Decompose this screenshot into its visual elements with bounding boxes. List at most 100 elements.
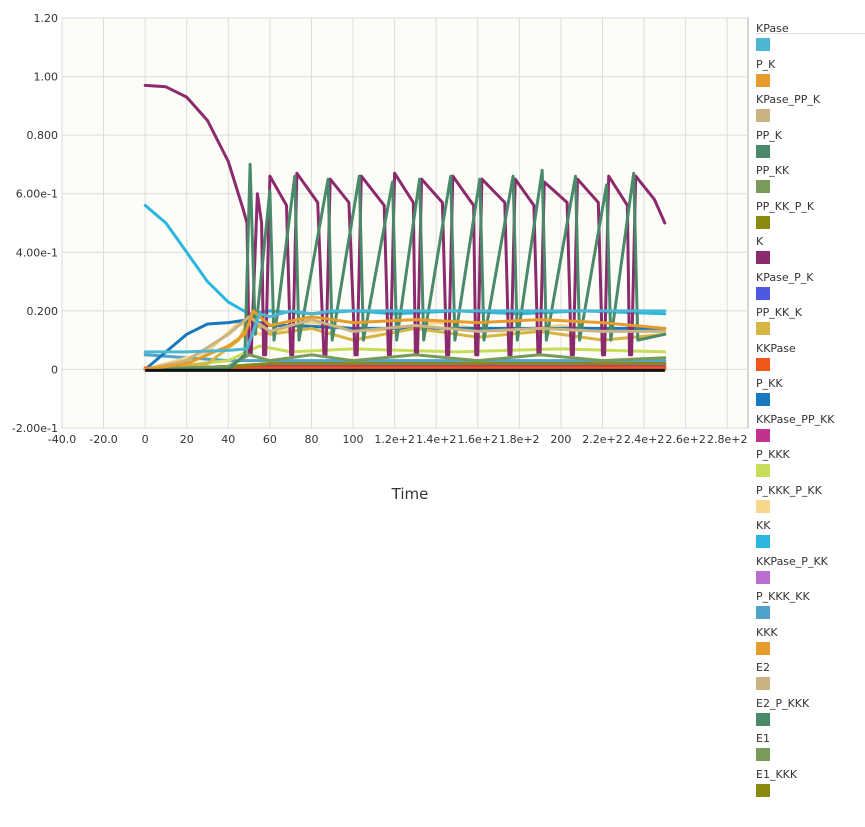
legend-swatch [756, 783, 770, 797]
legend: KPase P_K KPase_PP_K PP_K PP_KK PP_KK_P_K K KPa… [752, 0, 865, 827]
legend-label: KK [756, 519, 771, 532]
legend-label: E2 [756, 661, 770, 674]
y-tick-label: 0 [51, 363, 58, 376]
legend-swatch [756, 393, 770, 406]
legend-label: PP_KK [756, 164, 790, 177]
legend-label: E1 [756, 732, 770, 745]
legend-swatch [756, 109, 770, 122]
legend-label: KPase [756, 22, 789, 35]
legend-item-pp-k[interactable]: PP_K [756, 129, 782, 158]
legend-item-kkpase[interactable]: KKPase [756, 342, 796, 371]
legend-swatch [756, 464, 770, 477]
legend-item-pp-kk[interactable]: PP_KK [756, 164, 789, 193]
legend-swatch [756, 428, 770, 442]
legend-swatch [756, 712, 770, 726]
x-tick-label: 200 [550, 433, 571, 446]
legend-label: KKPase_PP_KK [756, 412, 835, 426]
legend-item-e1[interactable]: E1 [756, 732, 770, 761]
legend-item-kpase-p-k[interactable]: KPase_P_K [756, 271, 813, 300]
legend-item-kpase-pp-k[interactable]: KPase_PP_K [756, 93, 820, 122]
legend-label: P_KKK [756, 448, 790, 461]
y-tick-label: 4.00e-1 [16, 246, 58, 259]
legend-item-kpase[interactable]: KPase [756, 22, 789, 51]
x-axis-label: Time [391, 485, 429, 503]
legend-item-p-k[interactable]: P_K [756, 58, 775, 87]
legend-swatch [756, 144, 770, 158]
series-line-kpase [143, 309, 667, 354]
legend-label: PP_KK_P_K [756, 199, 815, 213]
line-chart: -40.0 -20.0 0 20 40 60 80 100 1.2e+2 1.4e+2 1.6e+2… [12, 12, 749, 503]
legend-item-e2[interactable]: E2 [756, 661, 770, 690]
legend-swatch [756, 38, 770, 51]
legend-item-pp-kk-p-k[interactable]: PP_KK_P_K [756, 200, 814, 229]
legend-swatch [756, 73, 770, 87]
legend-swatch [756, 606, 770, 619]
y-tick-label: 1.20 [34, 12, 59, 25]
legend-label: PP_K [756, 128, 782, 142]
x-tick-label: 1.6e+2 [458, 433, 498, 446]
series-line-kpase-pp-k [143, 315, 667, 371]
legend-swatch [756, 251, 770, 264]
legend-swatch [756, 286, 770, 300]
legend-divider [756, 33, 865, 34]
x-tick-label: 100 [343, 433, 364, 446]
legend-swatch [756, 570, 770, 584]
legend-label: E1_KKK [756, 767, 798, 781]
x-tick-label: 2.6e+2 [665, 433, 705, 446]
y-tick-label: 1.00 [34, 71, 59, 84]
x-tick-label: 2.4e+2 [624, 433, 664, 446]
legend-item-kk[interactable]: KK [756, 519, 770, 548]
x-tick-label: 1.4e+2 [416, 433, 456, 446]
legend-item-kkpase-p-kk[interactable]: KKPase_P_KK [756, 555, 828, 584]
legend-label: E2_P_KKK [756, 696, 810, 710]
legend-item-k[interactable]: K [756, 235, 770, 264]
legend-label: KPase_PP_K [756, 93, 821, 106]
series-layer [143, 83, 667, 372]
legend-swatch [756, 322, 770, 335]
y-axis-ticks: 1.20 1.00 0.800 6.00e-1 4.00e-1 0.200 0 -2.00e-… [12, 12, 58, 435]
series-line-p-kkk [143, 344, 667, 371]
x-tick-label: 1.8e+2 [499, 433, 539, 446]
x-tick-label: 2.8e+2 [707, 433, 747, 446]
legend-label: P_KKK_P_KK [756, 483, 822, 497]
x-tick-label: 80 [304, 433, 318, 446]
x-tick-label: 1.2e+2 [374, 433, 414, 446]
legend-swatch [756, 180, 770, 193]
legend-item-p-kk[interactable]: P_KK [756, 377, 783, 406]
x-tick-label: 2.2e+2 [582, 433, 622, 446]
x-tick-label: 20 [180, 433, 194, 446]
legend-swatch [756, 748, 770, 761]
series-line-pp-k [143, 162, 667, 371]
legend-label: K [756, 235, 764, 248]
legend-item-kkpase-pp-kk[interactable]: KKPase_PP_KK [756, 413, 835, 442]
legend-item-e1-kkk[interactable]: E1_KKK [756, 768, 797, 797]
legend-swatch [756, 677, 770, 690]
legend-swatch [756, 357, 770, 371]
x-tick-label: 60 [263, 433, 277, 446]
legend-item-p-kkk-p-kk[interactable]: P_KKK_P_KK [756, 484, 822, 513]
legend-item-p-kkk-kk[interactable]: P_KKK_KK [756, 590, 810, 619]
legend-swatch [756, 641, 770, 655]
legend-swatch [756, 535, 770, 548]
y-tick-label: -2.00e-1 [12, 422, 58, 435]
legend-label: P_K [756, 57, 776, 71]
legend-swatch [756, 499, 770, 513]
x-tick-label: 0 [142, 433, 149, 446]
legend-item-e2-p-kkk[interactable]: E2_P_KKK [756, 697, 809, 726]
legend-label: KKPase_P_KK [756, 554, 828, 568]
legend-item-pp-kk-k[interactable]: PP_KK_K [756, 306, 802, 335]
legend-label: KPase_P_K [756, 270, 814, 284]
legend-item-p-kkk[interactable]: P_KKK [756, 448, 790, 477]
y-tick-label: 6.00e-1 [16, 188, 58, 201]
x-tick-label: -40.0 [48, 433, 76, 446]
legend-label: P_KK [756, 377, 783, 390]
legend-label: KKPase [756, 341, 796, 355]
legend-label: P_KKK_KK [756, 590, 810, 603]
series-line-p-k [143, 309, 667, 371]
x-tick-label: 40 [221, 433, 235, 446]
legend-label: KKK [756, 625, 778, 639]
legend-swatch [756, 215, 770, 229]
legend-item-kkk[interactable]: KKK [756, 626, 778, 655]
y-tick-label: 0.800 [27, 129, 59, 142]
y-tick-label: 0.200 [27, 305, 59, 318]
